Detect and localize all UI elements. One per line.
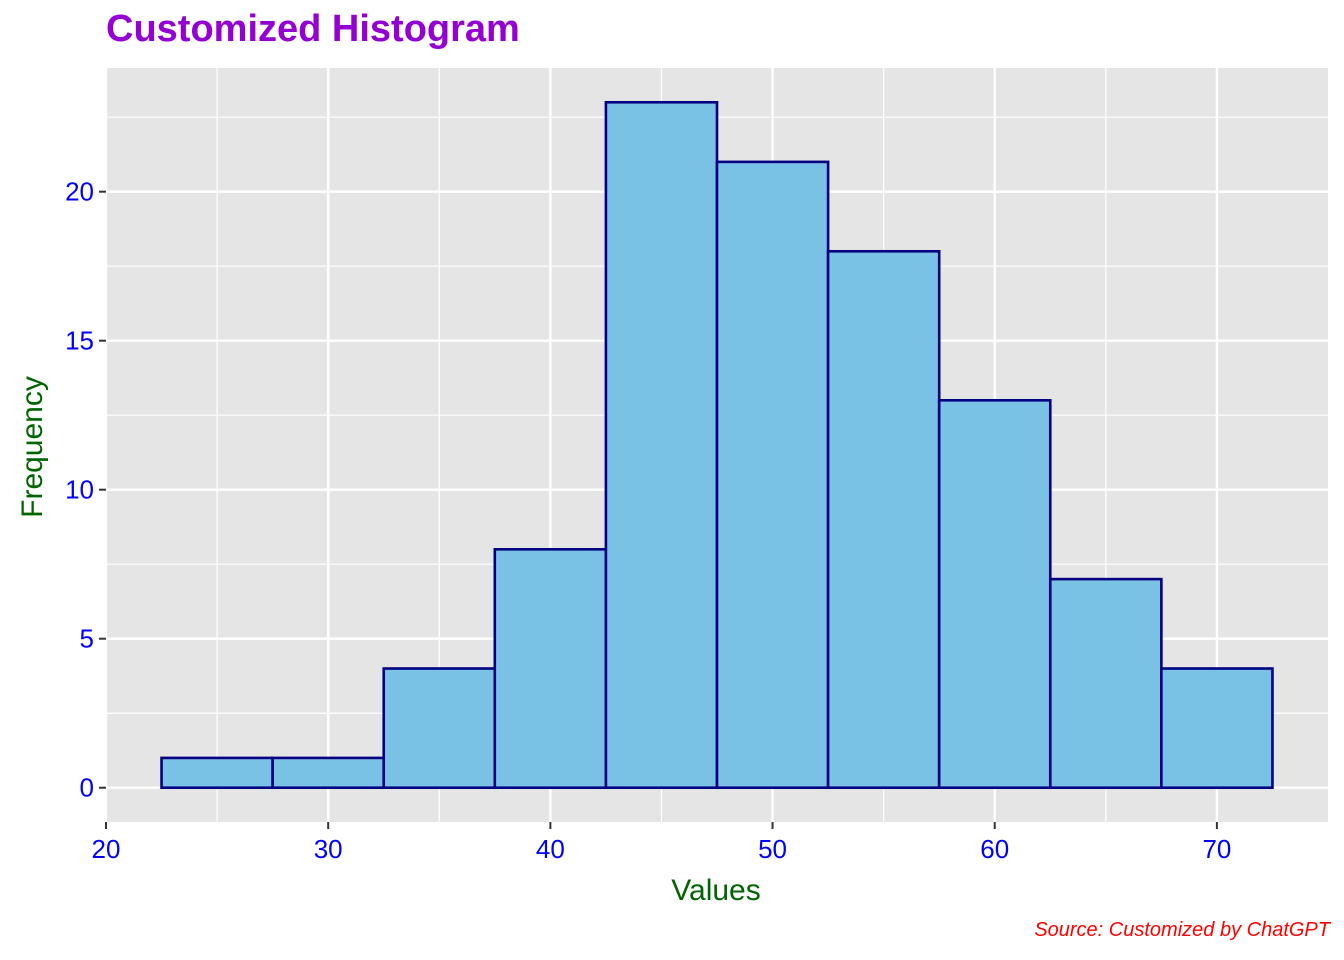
histogram-bar: [1048, 577, 1163, 790]
y-tick-label: 0: [80, 773, 94, 803]
x-tick-label: 50: [758, 834, 787, 864]
histogram-bar: [160, 756, 274, 790]
x-axis-label: Values: [671, 874, 761, 907]
y-axis-label: Frequency: [16, 376, 49, 518]
x-tick-label: 30: [314, 834, 343, 864]
histogram-bar: [382, 667, 497, 790]
x-tick-label: 60: [980, 834, 1009, 864]
histogram-bar: [937, 398, 1052, 790]
x-tick-label: 40: [536, 834, 565, 864]
histogram-bar: [826, 249, 941, 790]
chart-caption: Source: Customized by ChatGPT: [1034, 919, 1330, 941]
histogram-bar: [715, 160, 830, 790]
y-tick-label: 5: [80, 624, 94, 654]
x-axis: 20 30 40 50 60 70: [92, 822, 1231, 864]
y-tick-label: 10: [65, 475, 94, 505]
y-axis: 0 5 10 15 20: [65, 177, 106, 803]
histogram-bar: [493, 548, 608, 790]
histogram-bar: [604, 100, 719, 790]
histogram-bar: [271, 756, 386, 790]
y-tick-label: 15: [65, 326, 94, 356]
chart-title: Customized Histogram: [106, 8, 520, 50]
y-tick-label: 20: [65, 177, 94, 207]
x-tick-label: 70: [1202, 834, 1231, 864]
histogram-bar: [1160, 667, 1274, 790]
x-tick-label: 20: [92, 834, 121, 864]
histogram-bars: [160, 100, 1274, 790]
